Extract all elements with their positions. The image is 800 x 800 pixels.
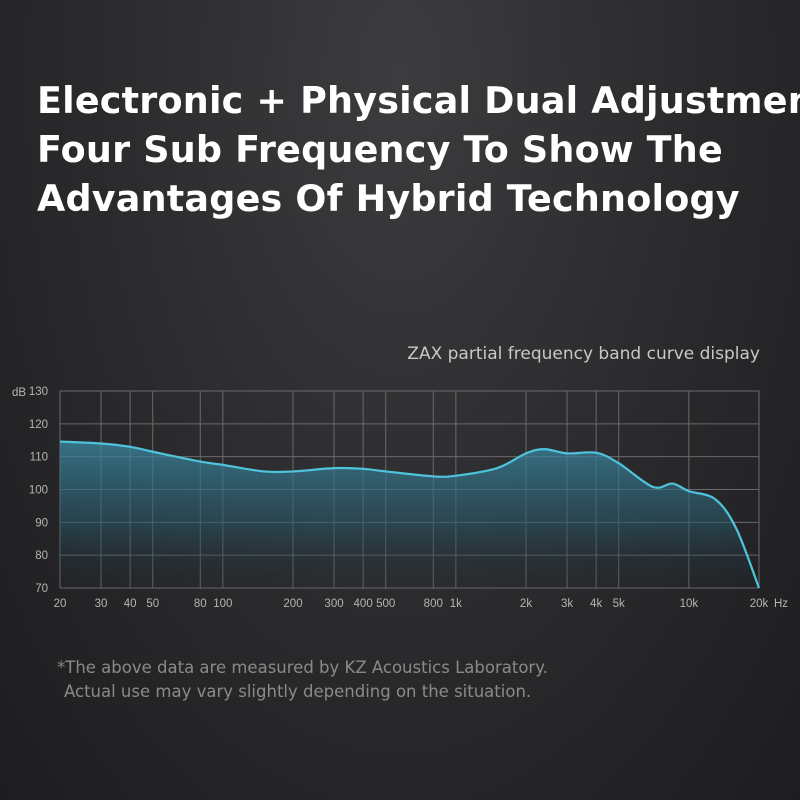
x-tick-label: 300: [324, 598, 343, 610]
y-tick-label: 130: [29, 386, 48, 398]
x-tick-label: 50: [146, 598, 159, 610]
y-tick-label: 110: [30, 452, 48, 464]
x-tick-label: 100: [213, 598, 232, 610]
x-tick-label: 200: [283, 598, 302, 610]
y-tick-label: 90: [35, 517, 48, 529]
x-tick-label: 4k: [590, 598, 602, 610]
footnote-line-1: *The above data are measured by KZ Acous…: [57, 658, 548, 677]
x-tick-label: 30: [95, 598, 108, 610]
tick-labels: 20 30 40 50 80 100 200 300 400 500 800 1k 2k 3k 4k 5k 10…: [29, 386, 769, 610]
x-tick-label: 1k: [450, 598, 462, 610]
footnote-line-2: Actual use may vary slightly depending o…: [64, 682, 532, 701]
x-tick-label: 2k: [520, 598, 532, 610]
x-tick-label: 400: [354, 598, 373, 610]
x-tick-label: 10k: [680, 598, 699, 610]
y-axis-label: dB: [12, 387, 26, 399]
x-tick-label: 3k: [561, 598, 573, 610]
y-tick-label: 100: [29, 485, 48, 497]
x-tick-label: 20: [54, 598, 67, 610]
headline-line-2: Four Sub Frequency To Show The: [37, 128, 723, 171]
x-tick-label: 20k: [750, 598, 769, 610]
data-points: [59, 441, 760, 589]
x-tick-label: 40: [124, 598, 137, 610]
x-tick-label: 5k: [613, 598, 625, 610]
x-tick-label: 500: [376, 598, 395, 610]
headline-line-3: Advantages Of Hybrid Technology: [37, 177, 740, 220]
y-tick-label: 120: [29, 419, 48, 431]
y-tick-label: 70: [35, 583, 48, 595]
x-axis-label: Hz: [774, 598, 788, 610]
chart-title: ZAX partial frequency band curve display: [407, 344, 760, 364]
x-tick-label: 800: [424, 598, 443, 610]
headline-line-1: Electronic + Physical Dual Adjustment: [37, 79, 800, 122]
footnote: *The above data are measured by KZ Acous…: [57, 656, 548, 704]
y-tick-label: 80: [35, 550, 48, 562]
headline: Electronic + Physical Dual Adjustment Fo…: [37, 76, 800, 223]
x-tick-label: 80: [194, 598, 207, 610]
response-area: [60, 441, 759, 588]
